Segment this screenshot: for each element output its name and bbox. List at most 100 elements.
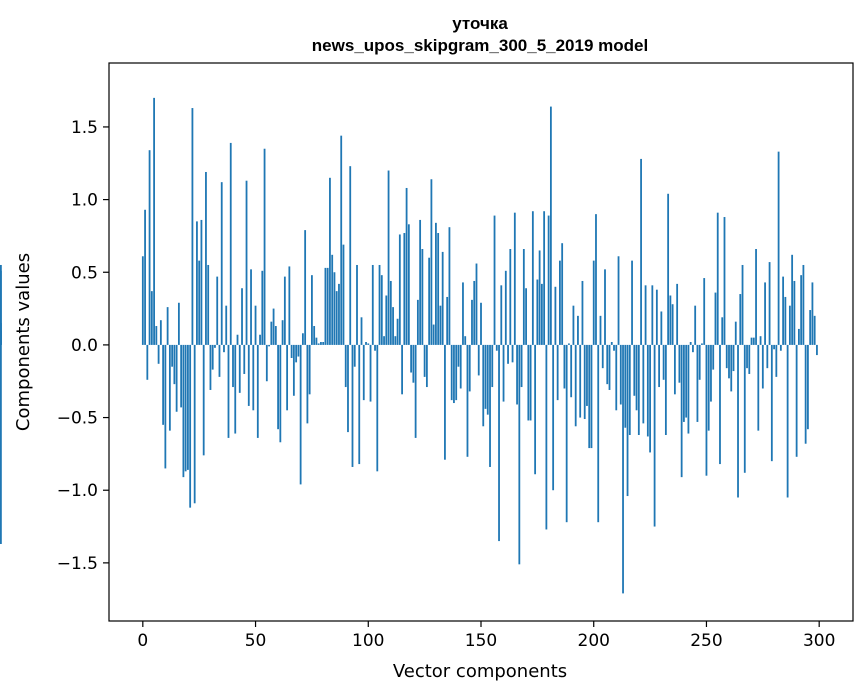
bar (322, 342, 325, 345)
x-tick-label: 250 (690, 631, 722, 651)
bar (159, 320, 162, 345)
bar (401, 344, 403, 395)
bar (619, 344, 622, 405)
bar (387, 170, 390, 345)
bar (707, 344, 710, 431)
bar (448, 227, 451, 345)
bar (313, 326, 316, 345)
bar (180, 344, 183, 408)
bar (811, 282, 814, 345)
bar (577, 315, 579, 345)
bar (462, 282, 464, 345)
bar (493, 215, 496, 345)
bar (802, 264, 805, 345)
bar (0, 344, 2, 544)
bar (171, 344, 174, 367)
bar (766, 344, 769, 369)
bar (651, 285, 654, 345)
bar (617, 256, 620, 345)
bar (723, 217, 726, 345)
bar (202, 344, 205, 456)
bar (148, 150, 151, 345)
bar (437, 233, 440, 345)
bar (320, 342, 322, 345)
bar (739, 294, 742, 345)
chart-title: уточка (452, 14, 508, 33)
bar (410, 344, 413, 373)
bar (732, 344, 735, 372)
bar (457, 344, 460, 367)
bar (536, 279, 539, 345)
bar (173, 344, 176, 385)
bar (703, 278, 706, 345)
bar (162, 344, 165, 425)
bar (604, 269, 606, 345)
bar (444, 344, 446, 460)
bar (631, 260, 633, 345)
bar (223, 344, 225, 353)
bar (376, 344, 379, 472)
y-tick-label: 1.5 (71, 118, 98, 138)
bar (649, 344, 651, 453)
bar (646, 344, 649, 437)
bar (193, 344, 196, 504)
bar (209, 344, 212, 390)
bar (331, 254, 334, 345)
bar (146, 344, 149, 380)
bar (590, 344, 593, 449)
bar (342, 244, 345, 345)
bar (563, 344, 566, 389)
bar (540, 283, 543, 345)
x-tick-label: 300 (803, 631, 835, 651)
bar (333, 272, 336, 345)
bar (592, 260, 595, 345)
bar (543, 211, 546, 345)
bar (428, 257, 431, 345)
bar (486, 344, 489, 415)
bar (371, 264, 374, 345)
bar (795, 344, 798, 457)
bar (597, 344, 600, 523)
bar (752, 337, 755, 345)
bar (250, 269, 252, 345)
bar (660, 311, 663, 345)
bar (520, 344, 523, 388)
bar (782, 276, 785, 345)
bar (236, 334, 239, 345)
bar (329, 177, 331, 345)
bar (268, 344, 270, 347)
bar (730, 344, 733, 392)
bar (549, 106, 552, 345)
bar (482, 344, 485, 427)
bar (606, 344, 609, 385)
bar (804, 344, 807, 444)
bar (150, 291, 153, 345)
bar (622, 344, 624, 594)
bar (527, 344, 530, 421)
bar (414, 344, 417, 438)
bar (712, 344, 715, 370)
bar (601, 344, 604, 369)
bar (270, 321, 273, 345)
bar (525, 288, 527, 345)
x-tick-label: 100 (352, 631, 384, 651)
y-tick-label: 0.0 (71, 336, 98, 356)
bar (788, 305, 791, 345)
bar (344, 344, 347, 388)
bar (816, 344, 818, 356)
bar (511, 344, 514, 363)
bar (502, 344, 505, 402)
bar (378, 264, 381, 345)
bar (412, 344, 415, 383)
bar (489, 344, 491, 467)
bar (721, 317, 724, 345)
chart-subtitle: news_upos_skipgram_300_5_2019 model (312, 36, 648, 55)
bar (155, 326, 158, 345)
bar (261, 270, 264, 345)
bar (565, 344, 568, 523)
bar (741, 264, 744, 345)
bar (500, 285, 503, 345)
bar (658, 344, 661, 388)
bar (338, 283, 340, 345)
